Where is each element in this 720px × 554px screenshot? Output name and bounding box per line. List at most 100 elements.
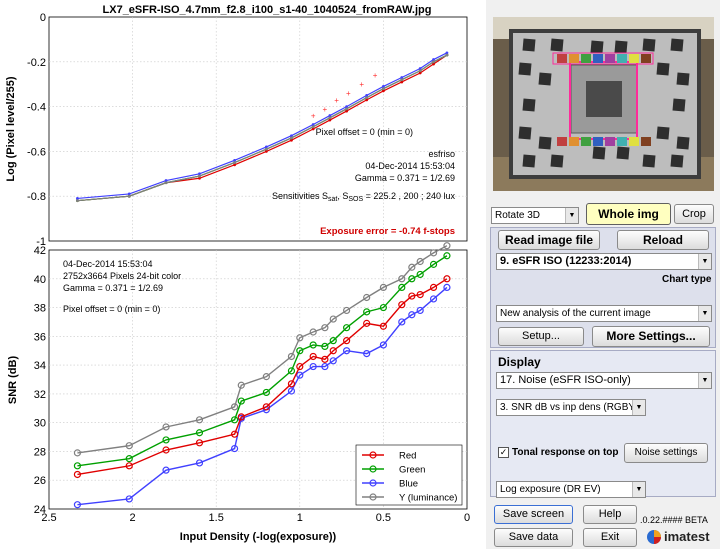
top-series-point [445, 51, 449, 55]
top-series-point [418, 67, 422, 70]
bottom-xtick-label: 2.5 [41, 512, 56, 524]
top-series-point [328, 114, 332, 117]
chart-square [656, 62, 670, 76]
chevron-down-icon: ▼ [565, 208, 578, 223]
top-series-point [264, 147, 268, 151]
noise-settings-button[interactable]: Noise settings [624, 443, 708, 463]
bottom-series-point [416, 257, 424, 266]
bottom-series-point [443, 252, 451, 260]
top-plot: 0 -0.2 -0.4 -0.6 -0.8 -1 + + + + + + Log (Pixel le… [5, 12, 468, 248]
bottom-series-point [443, 275, 451, 283]
legend: Red Green Blue Y (luminance) [355, 444, 463, 506]
imatest-logo-icon [646, 529, 662, 545]
help-button[interactable]: Help [583, 505, 637, 524]
exposure-error-text: Exposure error = -0.74 f-stops [320, 226, 455, 237]
image-preview[interactable] [493, 17, 714, 191]
chart-square [614, 40, 628, 54]
chart-square [672, 98, 686, 112]
chart-square [550, 154, 564, 168]
bottom-series-point [195, 459, 204, 467]
log-exposure-value: Log exposure (DR EV) [500, 484, 601, 495]
bottom-series-point [343, 347, 351, 355]
top-series-point [365, 96, 369, 100]
crop-button[interactable]: Crop [674, 204, 714, 224]
bottom-series-point [237, 413, 245, 421]
bottom-y-ticks: 42 40 38 36 34 32 30 28 26 24 [34, 245, 46, 516]
bottom-series-point [408, 263, 416, 271]
version-text: .0.22.#### BETA [640, 515, 708, 525]
save-screen-button[interactable]: Save screen [494, 505, 573, 524]
bottom-series-point [125, 442, 133, 450]
more-settings-button[interactable]: More Settings... [592, 326, 710, 347]
bottom-series-point [379, 283, 387, 292]
top-series-point [418, 69, 422, 73]
top-series-point [382, 85, 385, 88]
color-patch [605, 54, 615, 63]
chart-type-select[interactable]: 9. eSFR ISO (12233:2014) ▼ [496, 253, 712, 270]
bottom-series-point [125, 462, 133, 470]
bottom-series-point [230, 430, 239, 438]
bottom-series-point [343, 306, 351, 315]
display-select-value: 17. Noise (eSFR ISO-only) [500, 374, 631, 386]
reload-button[interactable]: Reload [617, 230, 709, 250]
bottom-series-point [287, 387, 296, 395]
exit-button[interactable]: Exit [583, 528, 637, 547]
bottom-series-line [77, 255, 448, 467]
chart-square [676, 136, 690, 150]
read-image-button[interactable]: Read image file [498, 230, 600, 250]
display-select[interactable]: 17. Noise (eSFR ISO-only) ▼ [496, 372, 712, 389]
bottom-ytick-label: 24 [34, 504, 46, 516]
top-series-point [76, 197, 79, 200]
bottom-series-point [296, 362, 304, 371]
analysis-select[interactable]: New analysis of the current image ▼ [496, 305, 712, 322]
method-text: esfriso [428, 149, 455, 159]
chart-square [522, 98, 536, 112]
top-series-point [382, 87, 385, 91]
bottom-series-point [429, 260, 438, 268]
snr-plot-value: 3. SNR dB vs inp dens (RGBY) [500, 402, 639, 413]
reference-point: + [373, 71, 378, 80]
bottom-series-point [379, 303, 387, 312]
bottom-series-point [321, 324, 329, 332]
legend-marker [369, 493, 377, 501]
reference-point: + [346, 89, 351, 98]
save-data-button[interactable]: Save data [494, 528, 573, 547]
chart-square [670, 154, 684, 168]
bottom-series-point [416, 291, 424, 299]
top-series-point [127, 192, 131, 196]
rotate-select-value: Rotate 3D [495, 210, 541, 221]
bottom-series-point [162, 466, 170, 474]
bottom-xtick-label: 1.5 [209, 512, 224, 524]
gamma-text: Gamma = 0.371 = 1/2.69 [355, 173, 455, 183]
whole-img-button[interactable]: Whole img [586, 203, 671, 225]
top-ytick-label: -0.2 [27, 57, 46, 69]
bottom-series-point [73, 501, 82, 509]
tonal-checkbox[interactable]: ✓ [498, 447, 509, 458]
bottom-series-point [195, 416, 204, 424]
setup-button[interactable]: Setup... [498, 327, 584, 346]
chart-square [538, 72, 552, 86]
chevron-down-icon: ▼ [632, 400, 645, 415]
log-exposure-select[interactable]: Log exposure (DR EV) ▼ [496, 481, 646, 498]
chart-type-label: Chart type [662, 274, 712, 285]
rotate-select[interactable]: Rotate 3D ▼ [491, 207, 579, 224]
bottom-series-point [125, 455, 133, 463]
bottom-series-point [379, 322, 387, 330]
bottom-series-point [343, 324, 351, 332]
chart-square [616, 146, 630, 160]
roi-top-band [552, 52, 654, 65]
snr-plot-select[interactable]: 3. SNR dB vs inp dens (RGBY) ▼ [496, 399, 646, 416]
top-series-point [365, 94, 369, 97]
bottom-ytick-label: 30 [34, 418, 46, 430]
top-series-point [382, 89, 385, 93]
plot-area: LX7_eSFR-ISO_4.7mm_f2.8_i100_s1-40_10405… [5, 4, 471, 543]
top-series-point [311, 123, 315, 126]
bottom-series-point [329, 347, 337, 355]
top-series-point [365, 98, 369, 102]
bottom-series-point [363, 308, 371, 316]
reference-point: + [359, 80, 364, 89]
bottom-ytick-label: 40 [34, 274, 46, 286]
bottom-series [73, 242, 451, 509]
bottom-series-point [408, 275, 416, 283]
chevron-down-icon: ▼ [632, 482, 645, 497]
